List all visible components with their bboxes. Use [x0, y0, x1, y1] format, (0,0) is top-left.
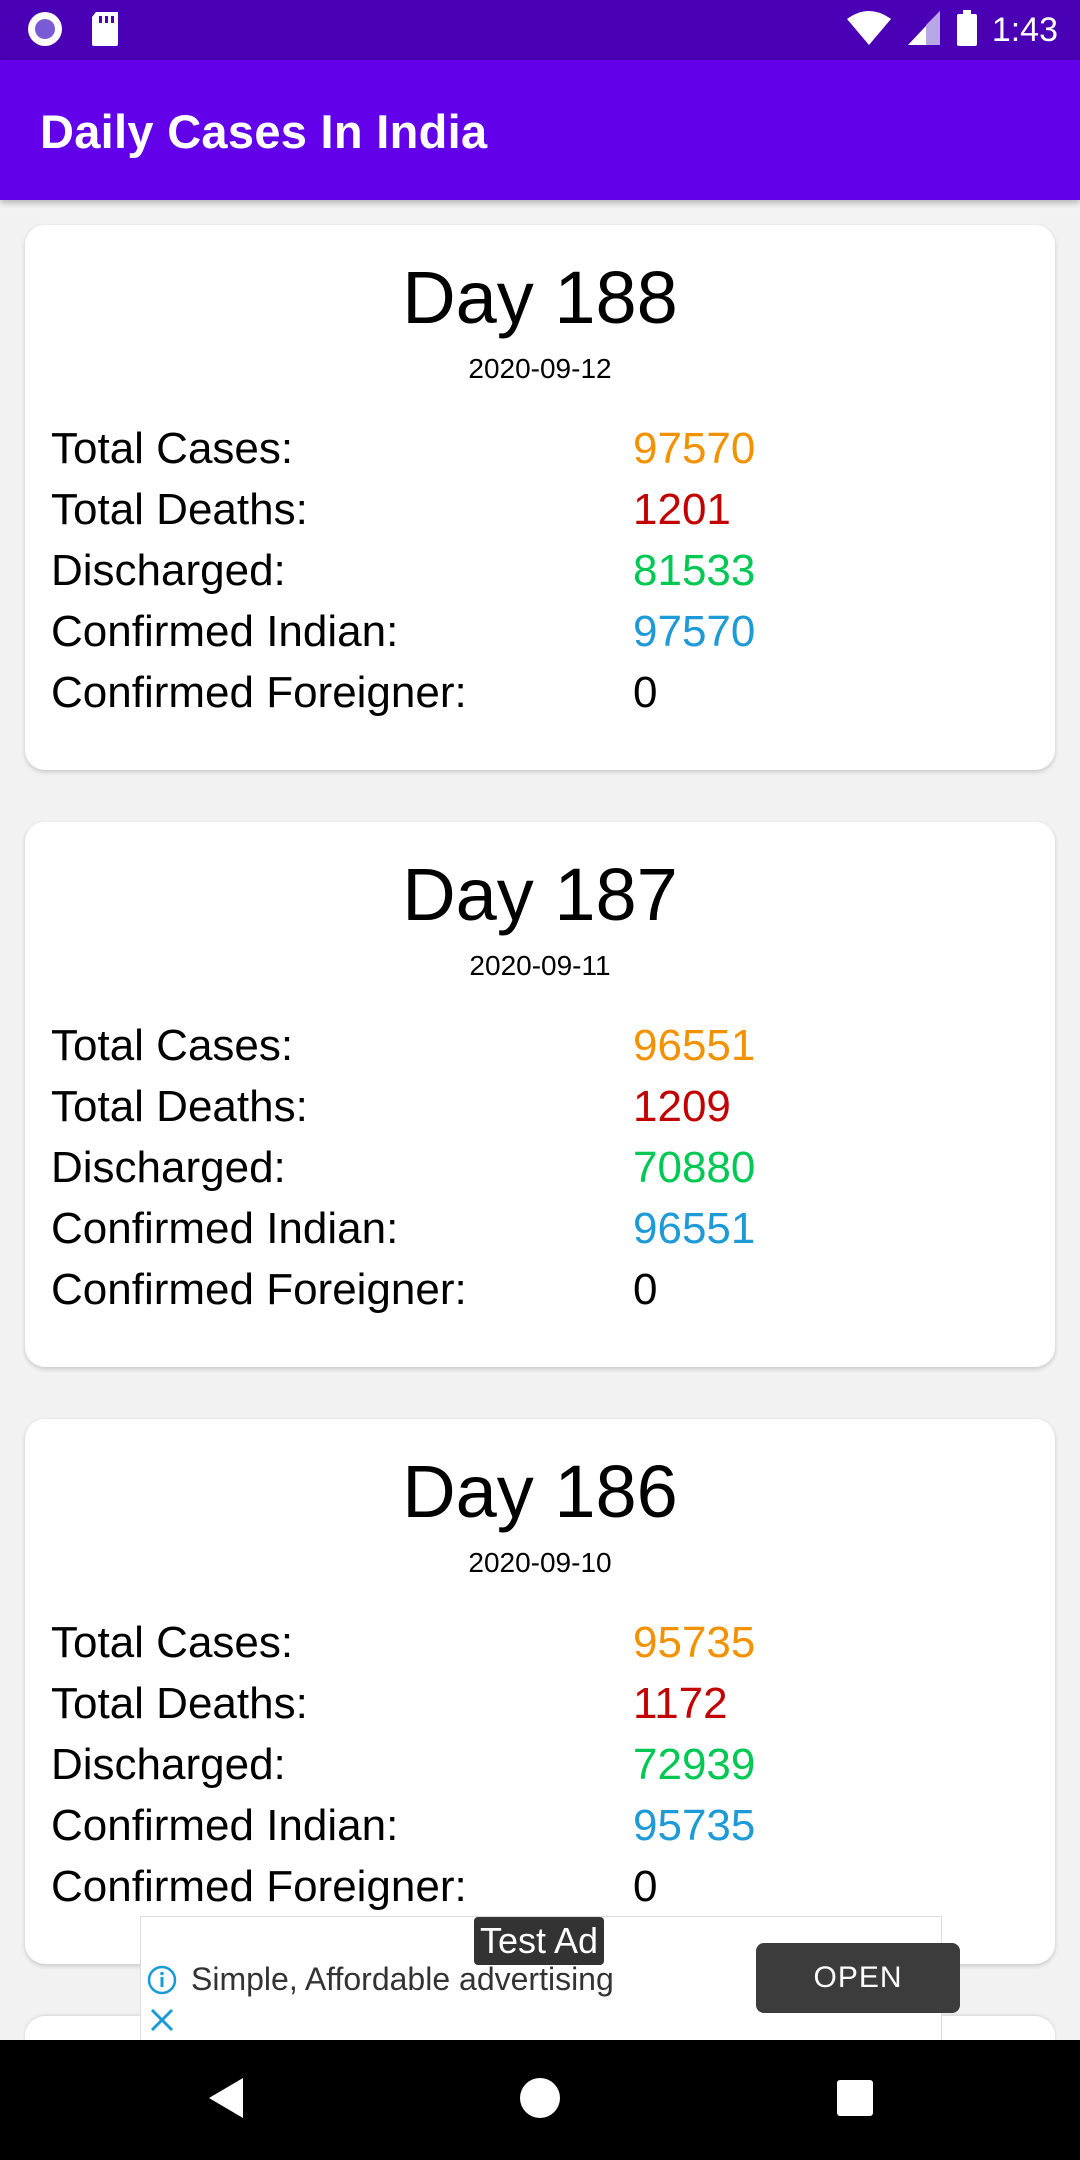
discharged-label: Discharged:: [51, 1143, 286, 1192]
discharged-value: 72939: [633, 1740, 756, 1789]
confirmed-indian-label: Confirmed Indian:: [51, 1204, 399, 1253]
total-deaths-value: 1172: [633, 1679, 728, 1728]
confirmed-foreigner-label: Confirmed Foreigner:: [51, 1862, 467, 1911]
stat-row-discharged: Discharged: 81533: [51, 540, 1031, 601]
day-date: 2020-09-12: [468, 353, 612, 384]
discharged-value: 70880: [633, 1143, 756, 1192]
day-card: Day 186 2020-09-10 Total Cases: 95735 To…: [25, 1419, 1055, 1964]
total-deaths-label: Total Deaths:: [51, 1082, 308, 1131]
battery-icon: [956, 9, 978, 52]
total-deaths-value: 1209: [633, 1082, 731, 1131]
ad-open-button[interactable]: OPEN: [756, 1943, 960, 2013]
total-cases-value: 96551: [633, 1021, 756, 1070]
home-button[interactable]: [480, 2040, 600, 2160]
home-icon: [518, 2076, 562, 2125]
cases-list[interactable]: Day 188 2020-09-12 Total Cases: 97570 To…: [0, 200, 1080, 2040]
stat-row-total-cases: Total Cases: 97570: [51, 418, 1031, 479]
info-icon[interactable]: [147, 1965, 177, 2000]
confirmed-indian-value: 97570: [633, 607, 756, 656]
day-title: Day 187: [402, 853, 678, 936]
app-title: Daily Cases In India: [40, 105, 488, 158]
stat-row-confirmed-foreigner: Confirmed Foreigner: 0: [51, 662, 1031, 723]
recents-button[interactable]: [795, 2040, 915, 2160]
stat-row-total-cases: Total Cases: 96551: [51, 1015, 1031, 1076]
discharged-label: Discharged:: [51, 1740, 286, 1789]
stats-table: Total Cases: 96551 Total Deaths: 1209 Di…: [51, 1015, 1031, 1320]
day-date: 2020-09-10: [468, 1547, 612, 1578]
sd-card-icon: [90, 11, 120, 52]
stat-row-confirmed-indian: Confirmed Indian: 95735: [51, 1795, 1031, 1856]
total-cases-value: 95735: [633, 1618, 756, 1667]
ad-text[interactable]: Simple, Affordable advertising: [191, 1961, 614, 1997]
total-deaths-label: Total Deaths:: [51, 1679, 308, 1728]
total-deaths-label: Total Deaths:: [51, 485, 308, 534]
total-cases-label: Total Cases:: [51, 1021, 294, 1070]
day-card: Day 187 2020-09-11 Total Cases: 96551 To…: [25, 822, 1055, 1367]
stat-row-total-deaths: Total Deaths: 1172: [51, 1673, 1031, 1734]
confirmed-indian-value: 95735: [633, 1801, 756, 1850]
confirmed-indian-value: 96551: [633, 1204, 756, 1253]
day-title: Day 188: [402, 256, 678, 339]
day-card: Day 188 2020-09-12 Total Cases: 97570 To…: [25, 225, 1055, 770]
stat-row-total-cases: Total Cases: 95735: [51, 1612, 1031, 1673]
stat-row-total-deaths: Total Deaths: 1201: [51, 479, 1031, 540]
stat-row-discharged: Discharged: 72939: [51, 1734, 1031, 1795]
confirmed-indian-label: Confirmed Indian:: [51, 1801, 399, 1850]
total-deaths-value: 1201: [633, 485, 731, 534]
back-icon: [205, 2076, 245, 2125]
confirmed-foreigner-value: 0: [633, 1862, 658, 1911]
confirmed-foreigner-value: 0: [633, 668, 658, 717]
discharged-label: Discharged:: [51, 546, 286, 595]
status-bar: 1:43: [0, 0, 1080, 60]
navigation-bar: [0, 2040, 1080, 2160]
ad-tag: Test Ad: [474, 1917, 605, 1965]
stat-row-discharged: Discharged: 70880: [51, 1137, 1031, 1198]
app-bar: Daily Cases In India: [0, 60, 1080, 200]
close-icon[interactable]: [149, 2007, 175, 2037]
status-time: 1:43: [991, 11, 1058, 49]
stat-row-confirmed-indian: Confirmed Indian: 97570: [51, 601, 1031, 662]
discharged-value: 81533: [633, 546, 756, 595]
stat-row-confirmed-indian: Confirmed Indian: 96551: [51, 1198, 1031, 1259]
total-cases-label: Total Cases:: [51, 1618, 294, 1667]
ad-banner[interactable]: Test Ad Simple, Affordable advertising O…: [140, 1916, 960, 2042]
wifi-icon: [846, 9, 892, 52]
confirmed-foreigner-value: 0: [633, 1265, 658, 1314]
total-cases-label: Total Cases:: [51, 424, 294, 473]
stat-row-confirmed-foreigner: Confirmed Foreigner: 0: [51, 1259, 1031, 1320]
day-title: Day 186: [402, 1450, 678, 1533]
stat-row-confirmed-foreigner: Confirmed Foreigner: 0: [51, 1856, 1031, 1917]
stats-table: Total Cases: 97570 Total Deaths: 1201 Di…: [51, 418, 1031, 723]
confirmed-foreigner-label: Confirmed Foreigner:: [51, 1265, 467, 1314]
total-cases-value: 97570: [633, 424, 756, 473]
confirmed-foreigner-label: Confirmed Foreigner:: [51, 668, 467, 717]
day-date: 2020-09-11: [469, 950, 611, 981]
record-icon: [26, 10, 64, 53]
back-button[interactable]: [165, 2040, 285, 2160]
confirmed-indian-label: Confirmed Indian:: [51, 607, 399, 656]
signal-icon: [906, 9, 942, 52]
recents-icon: [835, 2078, 875, 2123]
stat-row-total-deaths: Total Deaths: 1209: [51, 1076, 1031, 1137]
stats-table: Total Cases: 95735 Total Deaths: 1172 Di…: [51, 1612, 1031, 1917]
